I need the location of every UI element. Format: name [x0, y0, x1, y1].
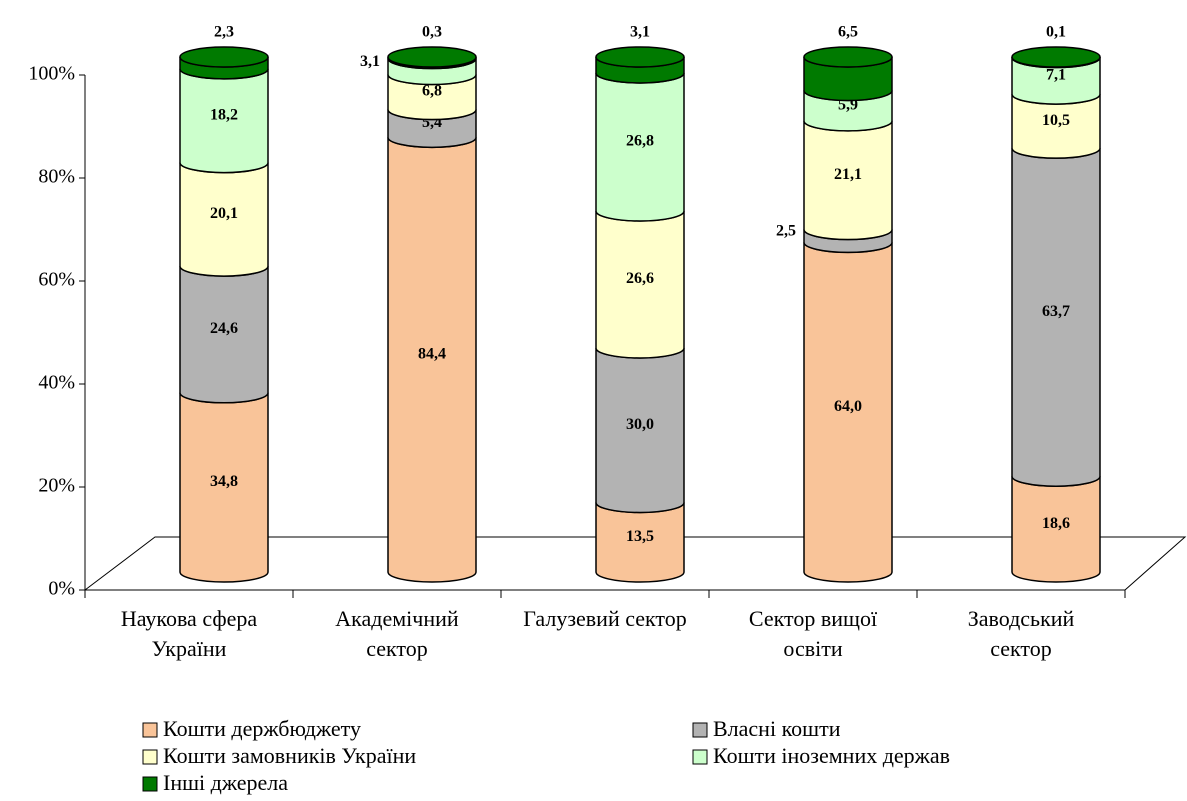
legend-label: Інші джерела [163, 770, 288, 795]
value-label: 3,1 [630, 24, 650, 41]
cylinder-top [179, 46, 269, 68]
x-tick-label: Наукова сфера України [120, 606, 258, 661]
y-tick-label: 60% [38, 269, 75, 291]
value-label: 10,5 [1042, 112, 1070, 129]
legend-label: Кошти держбюджету [163, 716, 361, 741]
value-label: 0,1 [1046, 24, 1066, 41]
value-label: 3,1 [360, 53, 380, 70]
value-label: 13,5 [626, 528, 654, 545]
y-tick-label: 40% [38, 372, 75, 394]
value-label: 30,0 [626, 416, 654, 433]
legend-swatch [692, 722, 708, 738]
cylinder-top [1011, 46, 1101, 68]
y-tick-label: 100% [28, 63, 75, 85]
value-label: 63,7 [1042, 303, 1070, 320]
legend-label: Кошти замовників України [163, 743, 416, 768]
value-label: 2,5 [776, 223, 796, 240]
value-label: 0,3 [422, 24, 442, 41]
legend-swatch [142, 749, 158, 765]
value-label: 34,8 [210, 473, 238, 490]
x-tick-label: Галузевий сектор [523, 606, 687, 631]
legend-swatch [142, 722, 158, 738]
value-label: 26,6 [626, 270, 654, 287]
x-tick-label: Академічний сектор [335, 606, 459, 661]
y-tick-label: 80% [38, 166, 75, 188]
legend-swatch [692, 749, 708, 765]
floor [83, 536, 1187, 591]
value-label: 6,5 [838, 24, 858, 41]
value-label: 2,3 [214, 24, 234, 41]
value-label: 84,4 [418, 345, 446, 362]
cylinder-top [387, 46, 477, 68]
value-label: 18,2 [210, 106, 238, 123]
x-tick-label: Сектор вищої освіти [748, 606, 878, 661]
value-label: 20,1 [210, 205, 238, 222]
value-label: 64,0 [834, 398, 862, 415]
value-label: 7,1 [1046, 66, 1066, 83]
legend-label: Кошти іноземних держав [713, 743, 950, 768]
y-tick-label: 0% [48, 578, 75, 600]
value-label: 18,6 [1042, 515, 1070, 532]
value-label: 21,1 [834, 166, 862, 183]
cylinder-top [595, 46, 685, 68]
value-label: 6,8 [422, 83, 442, 100]
value-label: 24,6 [210, 320, 238, 337]
legend-label: Власні кошти [713, 716, 841, 741]
value-label: 26,8 [626, 133, 654, 150]
x-tick-label: Заводський сектор [967, 606, 1075, 661]
cylinder-top [803, 46, 893, 68]
legend-swatch [142, 776, 158, 792]
y-tick-label: 20% [38, 475, 75, 497]
